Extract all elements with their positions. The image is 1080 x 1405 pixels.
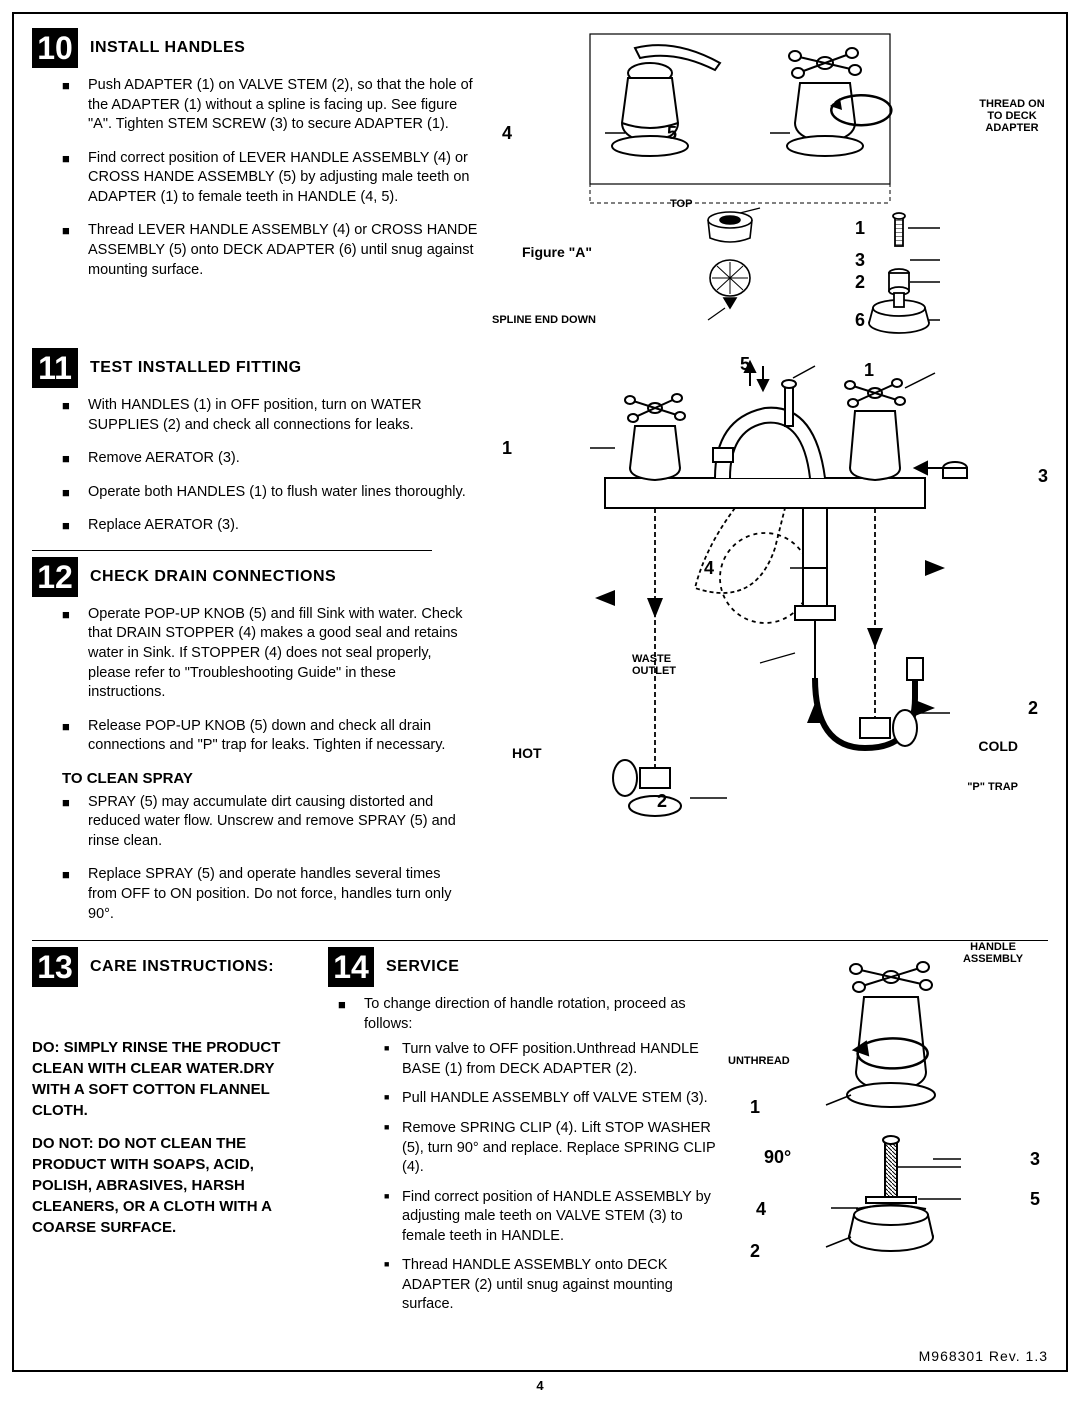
label-3: 3 <box>855 250 865 271</box>
step-number-14: 14 <box>328 947 374 987</box>
step11-bullet-3: Operate both HANDLES (1) to flush water … <box>62 483 472 503</box>
step12-title: CHECK DRAIN CONNECTIONS <box>90 568 336 586</box>
step11-12-region: 11 TEST INSTALLED FITTING With HANDLES (… <box>32 348 1048 938</box>
step13-column: 13 CARE INSTRUCTIONS: DO: SIMPLY RINSE T… <box>32 947 312 1329</box>
page-number: 4 <box>12 1378 1068 1393</box>
divider-2 <box>32 940 1048 941</box>
p-trap-label: "P" TRAP <box>967 781 1018 793</box>
step10-title: INSTALL HANDLES <box>90 39 245 57</box>
step14-title: SERVICE <box>386 958 459 976</box>
spray-bullet-2: Replace SPRAY (5) and operate handles se… <box>62 865 472 924</box>
step11-header: 11 TEST INSTALLED FITTING <box>32 348 472 388</box>
to-clean-spray-subhead: TO CLEAN SPRAY <box>62 770 472 787</box>
step10-header: 10 INSTALL HANDLES <box>32 28 482 68</box>
label-thread: THREAD ON TO DECK ADAPTER <box>976 98 1048 134</box>
faucet-label-2b: 2 <box>657 791 667 812</box>
s14-label-90: 90° <box>764 1147 791 1168</box>
care-dont-text: DO NOT: DO NOT CLEAN THE PRODUCT WITH SO… <box>32 1133 312 1238</box>
step12-bullets: Operate POP-UP KNOB (5) and fill Sink wi… <box>32 605 472 756</box>
faucet-diagram: 1 5 1 3 4 2 2 HOT COLD WASTE OUTLET "P" … <box>482 348 1048 938</box>
faucet-label-2a: 2 <box>1028 698 1038 719</box>
step11-bullet-2: Remove AERATOR (3). <box>62 449 472 469</box>
step14-sub-2: Pull HANDLE ASSEMBLY off VALVE STEM (3). <box>384 1089 718 1109</box>
s14-label-4: 4 <box>756 1199 766 1220</box>
s14-label-1: 1 <box>750 1097 760 1118</box>
waste-outlet-label: WASTE OUTLET <box>632 653 688 677</box>
step10-diagram: 4 5 1 3 2 6 THREAD ON TO DECK ADAPTER TO… <box>492 28 1048 348</box>
step14-sub-3: Remove SPRING CLIP (4). Lift STOP WASHER… <box>384 1119 718 1178</box>
step14-column: 14 SERVICE To change direction of handle… <box>328 947 718 1329</box>
step-number-13: 13 <box>32 947 78 987</box>
step14-sub-4: Find correct position of HANDLE ASSEMBLY… <box>384 1188 718 1247</box>
step10-bullets: Push ADAPTER (1) on VALVE STEM (2), so t… <box>32 76 482 280</box>
step13-title: CARE INSTRUCTIONS: <box>90 958 274 976</box>
step14-subbullets: Turn valve to OFF position.Unthread HAND… <box>364 1040 718 1315</box>
step14-sub-5: Thread HANDLE ASSEMBLY onto DECK ADAPTER… <box>384 1256 718 1315</box>
step13-14-region: 13 CARE INSTRUCTIONS: DO: SIMPLY RINSE T… <box>32 947 1048 1329</box>
hot-label: HOT <box>512 745 542 761</box>
label-1: 1 <box>855 218 865 239</box>
step14-header: 14 SERVICE <box>328 947 718 987</box>
step10-bullet-3: Thread LEVER HANDLE ASSEMBLY (4) or CROS… <box>62 221 482 280</box>
step-number-11: 11 <box>32 348 78 388</box>
faucet-label-1b: 1 <box>864 360 874 381</box>
label-5: 5 <box>667 123 677 144</box>
spray-bullet-1: SPRAY (5) may accumulate dirt causing di… <box>62 793 472 852</box>
divider-1 <box>32 550 432 551</box>
step14-sub-1: Turn valve to OFF position.Unthread HAND… <box>384 1040 718 1079</box>
revision-code: M968301 Rev. 1.3 <box>919 1348 1048 1364</box>
step-number-12: 12 <box>32 557 78 597</box>
handle-assembly-label: HANDLE ASSEMBLY <box>958 941 1028 965</box>
care-do-text: DO: SIMPLY RINSE THE PRODUCT CLEAN WITH … <box>32 1037 312 1121</box>
faucet-label-4: 4 <box>704 558 714 579</box>
step14-intro-text: To change direction of handle rotation, … <box>364 996 686 1032</box>
label-figure-a: Figure "A" <box>522 244 592 260</box>
label-2: 2 <box>855 272 865 293</box>
label-top: TOP <box>670 198 692 210</box>
step11-12-text: 11 TEST INSTALLED FITTING With HANDLES (… <box>32 348 472 938</box>
instruction-page: 10 INSTALL HANDLES Push ADAPTER (1) on V… <box>12 12 1068 1372</box>
step13-header: 13 CARE INSTRUCTIONS: <box>32 947 312 987</box>
step14-intro: To change direction of handle rotation, … <box>338 995 718 1315</box>
step10-text-column: 10 INSTALL HANDLES Push ADAPTER (1) on V… <box>32 28 482 348</box>
step11-title: TEST INSTALLED FITTING <box>90 359 302 377</box>
step10-bullet-1: Push ADAPTER (1) on VALVE STEM (2), so t… <box>62 76 482 135</box>
step12-bullet-1: Operate POP-UP KNOB (5) and fill Sink wi… <box>62 605 472 703</box>
s14-label-2: 2 <box>750 1241 760 1262</box>
label-spline: SPLINE END DOWN <box>492 314 596 326</box>
label-4: 4 <box>502 123 512 144</box>
unthread-label: UNTHREAD <box>728 1055 798 1067</box>
s14-label-3: 3 <box>1030 1149 1040 1170</box>
step14-diagram: HANDLE ASSEMBLY UNTHREAD 1 90° 3 5 4 2 <box>734 947 1048 1329</box>
step14-intro-list: To change direction of handle rotation, … <box>328 995 718 1315</box>
step10-bullet-2: Find correct position of LEVER HANDLE AS… <box>62 149 482 208</box>
cold-label: COLD <box>978 738 1018 754</box>
step-number-10: 10 <box>32 28 78 68</box>
faucet-label-3: 3 <box>1038 466 1048 487</box>
faucet-label-1a: 1 <box>502 438 512 459</box>
step12-header: 12 CHECK DRAIN CONNECTIONS <box>32 557 472 597</box>
spray-bullets: SPRAY (5) may accumulate dirt causing di… <box>32 793 472 924</box>
step11-bullet-1: With HANDLES (1) in OFF position, turn o… <box>62 396 472 435</box>
step11-bullets: With HANDLES (1) in OFF position, turn o… <box>32 396 472 536</box>
step10-region: 10 INSTALL HANDLES Push ADAPTER (1) on V… <box>32 28 1048 348</box>
faucet-label-5: 5 <box>740 354 750 375</box>
step12-bullet-2: Release POP-UP KNOB (5) down and check a… <box>62 717 472 756</box>
s14-label-5: 5 <box>1030 1189 1040 1210</box>
step11-bullet-4: Replace AERATOR (3). <box>62 516 472 536</box>
label-6: 6 <box>855 310 865 331</box>
